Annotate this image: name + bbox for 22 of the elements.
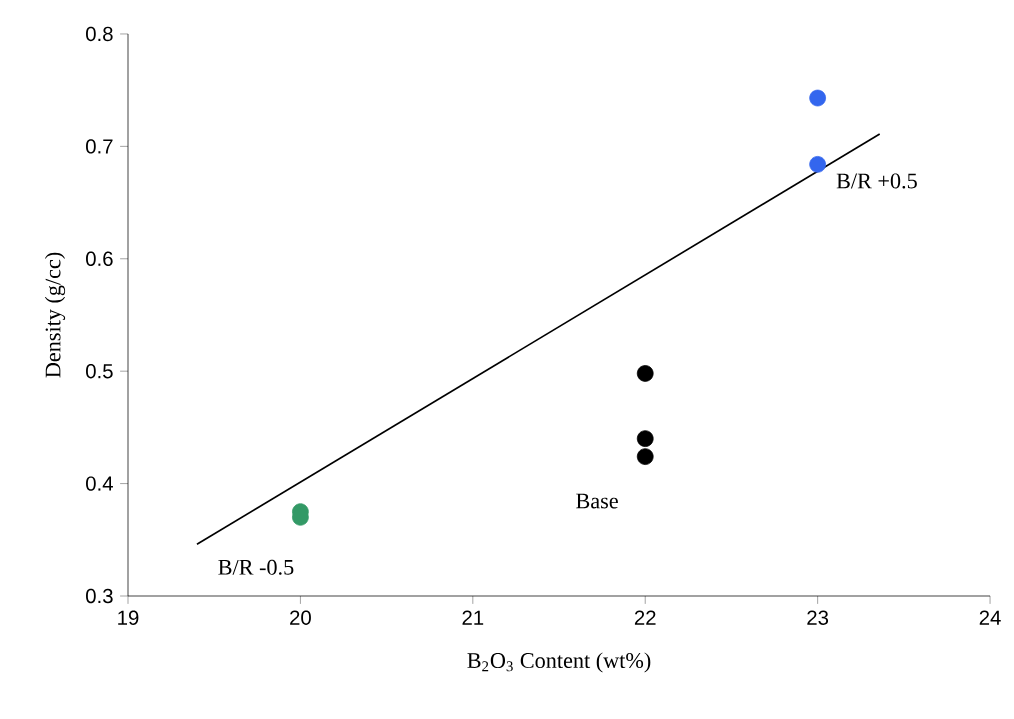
annotation: Base: [576, 493, 618, 509]
y-tick-label: 0.7: [86, 139, 113, 154]
y-axis-title: Density (g/cc): [44, 252, 66, 378]
point: [636, 448, 654, 465]
point: [636, 430, 654, 447]
x-tick-label: 24: [979, 610, 1001, 625]
y-tick-label: 0.8: [86, 26, 113, 42]
annotation: B/R +0.5: [836, 173, 917, 189]
point: [636, 365, 654, 382]
x-tick-label: 20: [290, 610, 311, 625]
x-tick-label: 21: [462, 610, 484, 625]
y-tick-label: 0.3: [86, 588, 113, 604]
x-tick-label: 23: [807, 610, 829, 625]
point: [809, 89, 826, 107]
y-tick-label: 0.4: [86, 476, 113, 491]
x-tick-label: 22: [634, 610, 656, 625]
x-tick-label: 19: [118, 610, 139, 625]
y-tick-label: 0.5: [86, 364, 113, 379]
annotation: B/R -0.5: [218, 559, 294, 575]
x-axis-title: B$_{2}$O$_{3}$ Content (wt%): [467, 652, 651, 673]
y-tick-label: 0.6: [86, 251, 113, 266]
point: [809, 156, 826, 173]
